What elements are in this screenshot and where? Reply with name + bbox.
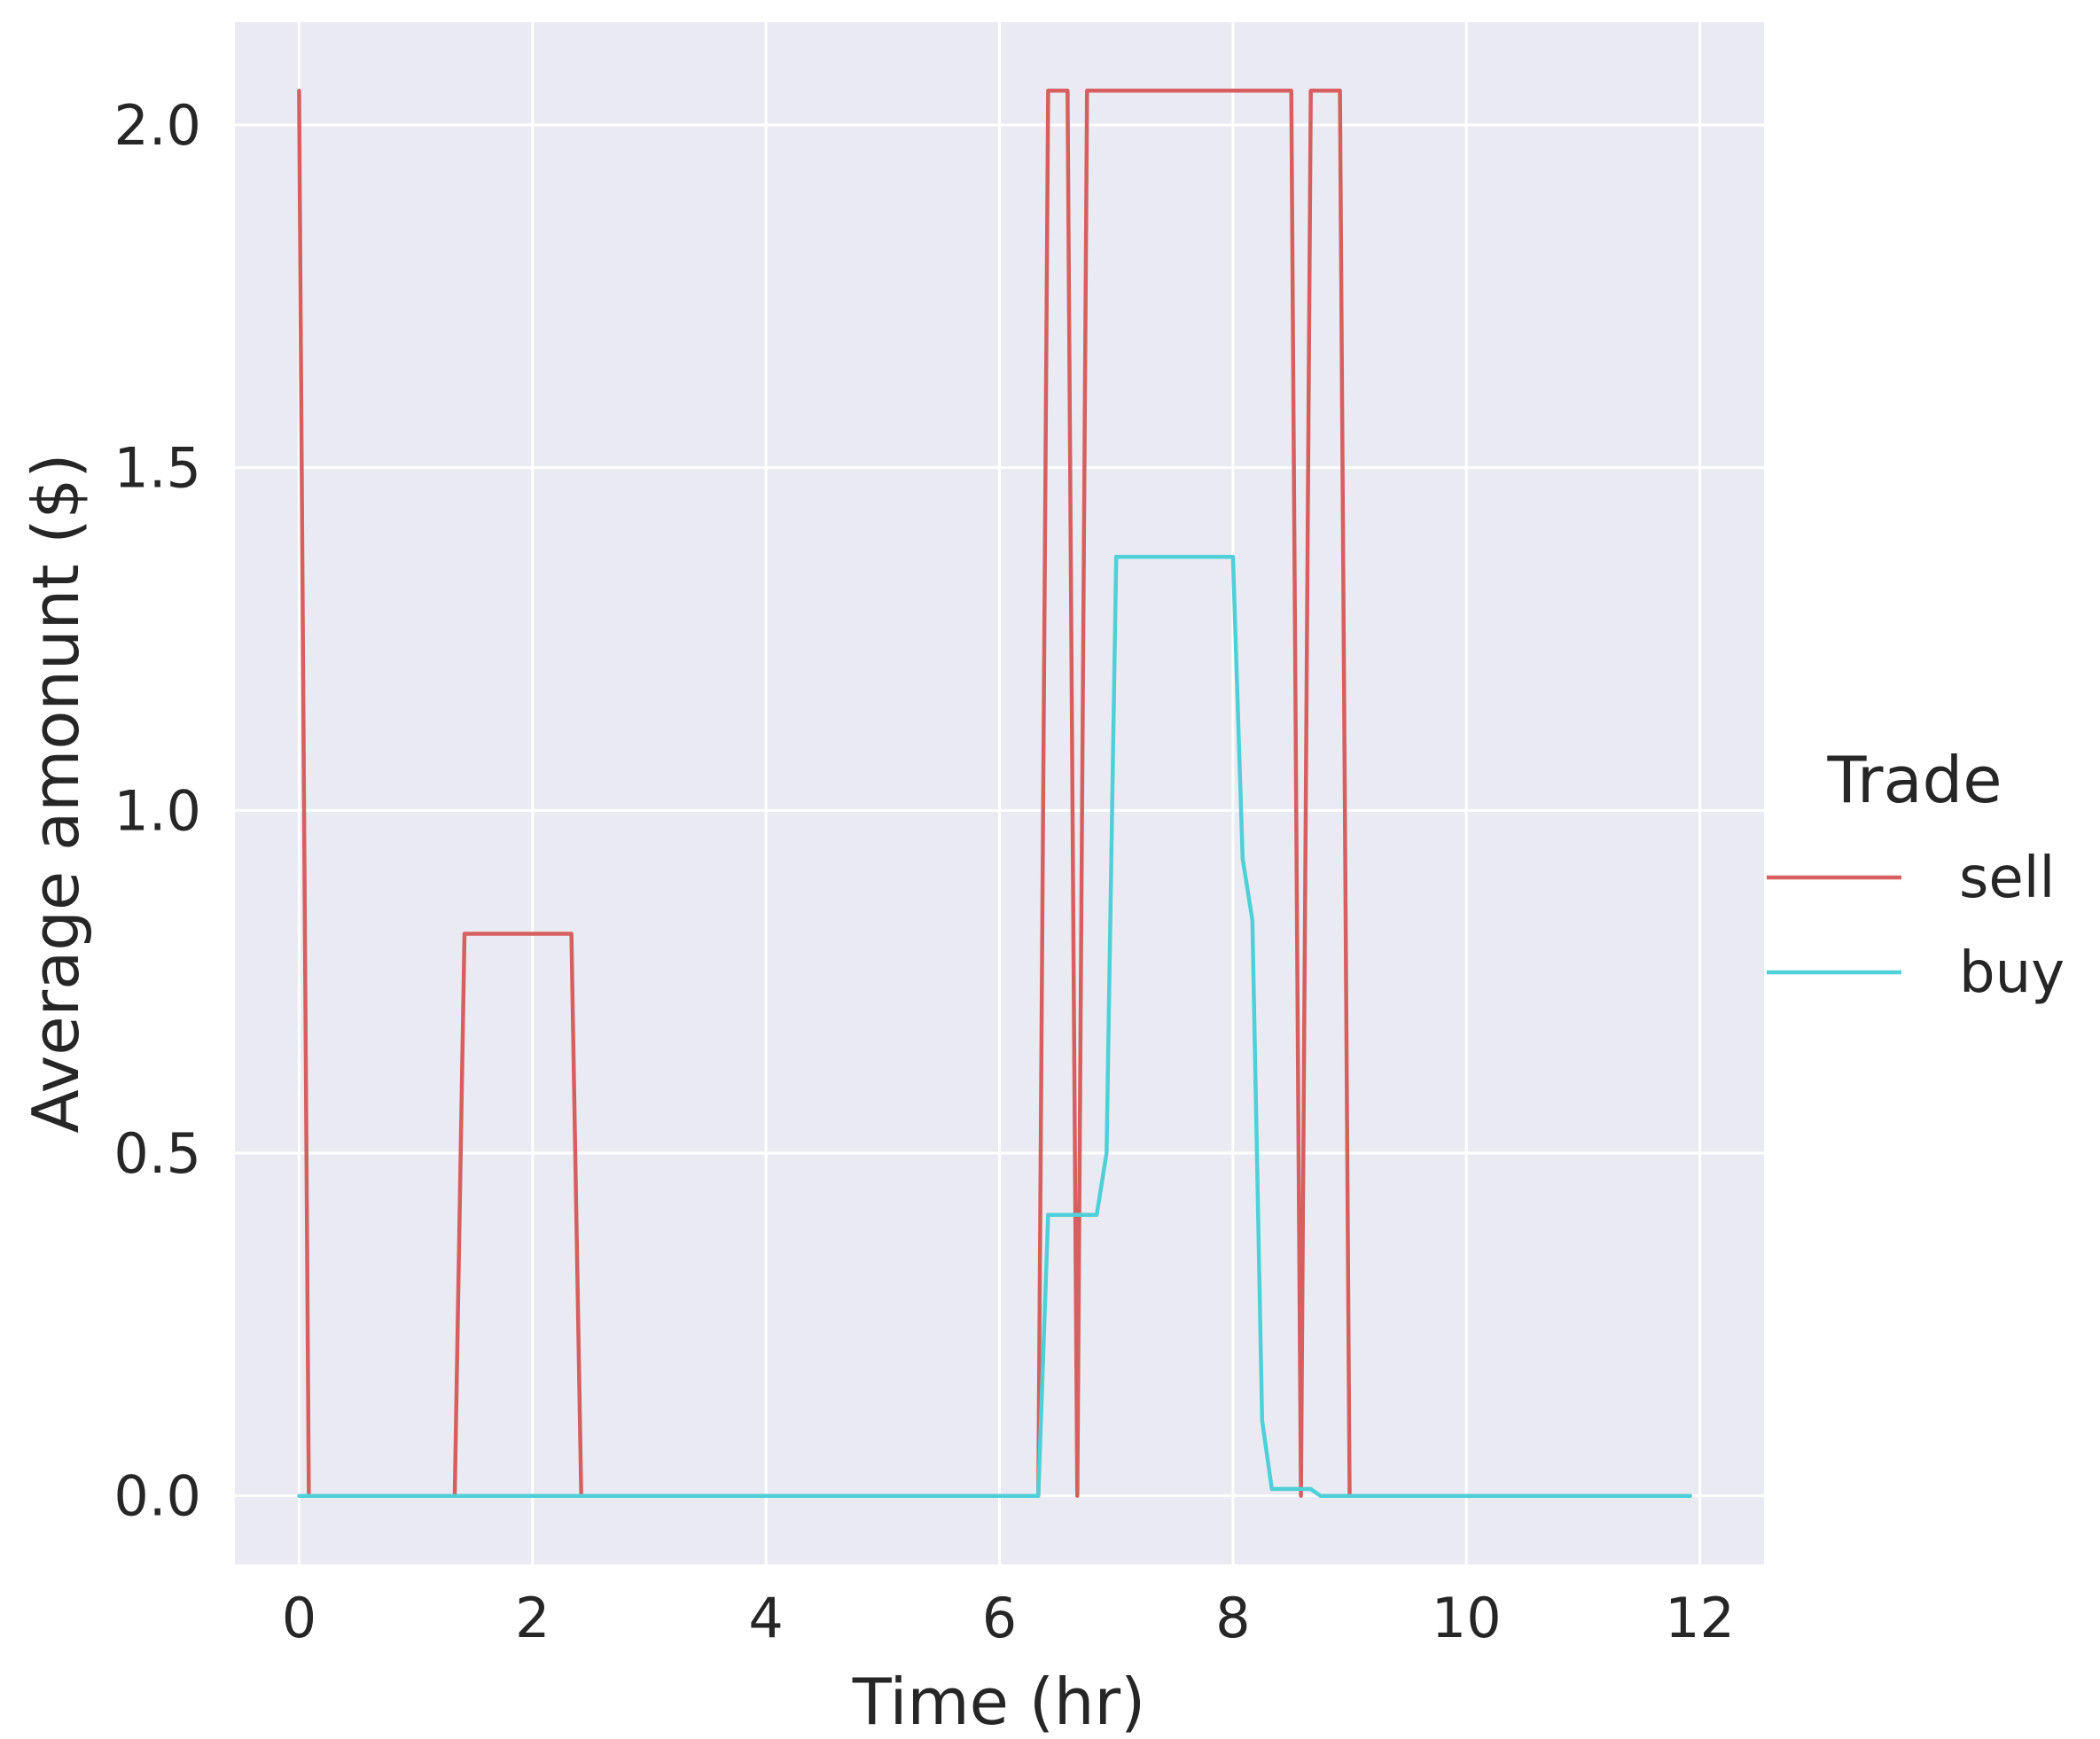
legend-label-buy: buy [1959,940,2065,1006]
x-tick-label: 12 [1665,1586,1735,1650]
x-tick-label: 10 [1432,1586,1502,1650]
legend: Trade sell buy [1767,743,2065,1006]
y-axis-title: Average amonunt ($) [19,454,93,1134]
legend-label-sell: sell [1959,846,2055,911]
x-tick-label: 4 [748,1586,783,1650]
y-tick-label: 1.5 [113,436,201,501]
x-axis-title: Time (hr) [852,1665,1146,1739]
y-tick-label: 0.5 [113,1121,201,1186]
y-tick-label: 0.0 [113,1464,201,1529]
series-line-sell [297,89,1692,1498]
series-group [297,89,1692,1498]
x-tick-label: 0 [282,1586,316,1650]
x-tick-label: 8 [1215,1586,1250,1650]
legend-title: Trade [1826,743,2002,817]
y-axis-ticks: 0.0 0.5 1.0 1.5 2.0 [113,93,201,1529]
y-tick-label: 1.0 [113,778,201,843]
x-tick-label: 2 [515,1586,550,1650]
x-tick-label: 6 [982,1586,1017,1650]
series-line-buy [297,554,1692,1498]
y-tick-label: 2.0 [113,93,201,158]
x-axis-ticks: 0 2 4 6 8 10 12 [282,1586,1735,1650]
